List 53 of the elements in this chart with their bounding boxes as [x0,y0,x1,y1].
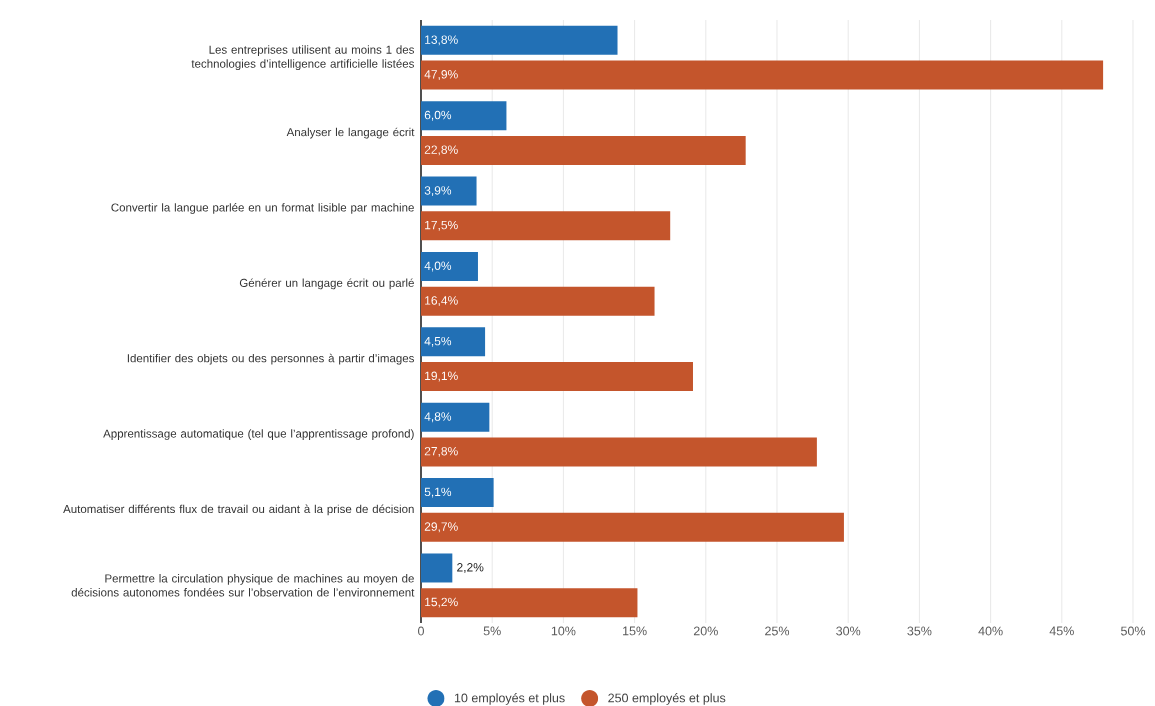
data-label: 13,8% [425,35,458,46]
data-label: 4,0% [424,261,452,272]
bar [421,251,478,281]
bar [421,512,844,542]
x-tick-label: 20% [693,626,718,636]
y-tick-label: Générer un langage écrit ou parlé [239,278,414,290]
data-label: 4,5% [424,336,452,347]
x-tick-label: 10% [551,626,576,636]
y-tick-label: Identifier des objets ou des personnes à partir d’images [127,353,414,365]
bar [421,437,817,467]
data-label: 47,9% [424,70,458,80]
bar [421,211,671,241]
data-label: 16,4% [425,296,458,307]
y-tick-label: Automatiser différents flux de travail ou aidant à la prise de décision [63,504,414,516]
data-label: 29,7% [424,522,458,533]
data-label: 19,1% [425,371,458,382]
data-label: 27,8% [424,446,458,457]
bar [421,135,746,165]
data-label: 4,8% [424,412,452,423]
x-tick-label: 30% [836,626,861,636]
y-tick-label: Les entreprises utilisent au moins 1 des technologies d’intelligence artificielle listées [191,45,414,71]
x-tick-label: 45% [1049,626,1074,636]
data-label: 2,2% [457,563,484,573]
bar [421,286,655,316]
bar [421,588,638,618]
bar [421,402,490,432]
x-tick-label: 25% [765,626,790,636]
bar [421,25,618,55]
y-tick-label: Convertir la langue parlée en un format lisible par machine [111,203,414,214]
bar [421,327,486,357]
x-tick-label: 35% [907,626,932,636]
data-label: 5,1% [424,487,452,498]
bar [421,176,477,206]
x-tick-label: 0 [418,626,424,636]
bar [421,60,1104,90]
x-tick-label: 40% [978,626,1003,636]
data-label: 3,9% [424,186,452,197]
data-label: 17,5% [425,220,458,231]
y-tick-label: Permettre la circulation physique de machines au moyen de décisions autonomes fondées sur l’observation de l’environnement [71,574,415,597]
bar [421,101,507,131]
data-label: 22,8% [424,145,458,156]
data-label: 6,0% [424,110,452,121]
x-tick-label: 15% [623,626,647,636]
data-label: 15,2% [425,597,458,608]
x-tick-label: 50% [1121,626,1146,636]
legend-label: 250 employés et plus [608,693,726,705]
bar [421,478,494,508]
bar [421,553,453,583]
legend-label: 10 employés et plus [454,693,565,705]
y-tick-label: Analyser le langage écrit [286,127,415,139]
x-tick-label: 5% [483,626,501,636]
bar [421,362,693,392]
y-tick-label: Apprentissage automatique (tel que l’apprentissage profond) [103,429,414,440]
